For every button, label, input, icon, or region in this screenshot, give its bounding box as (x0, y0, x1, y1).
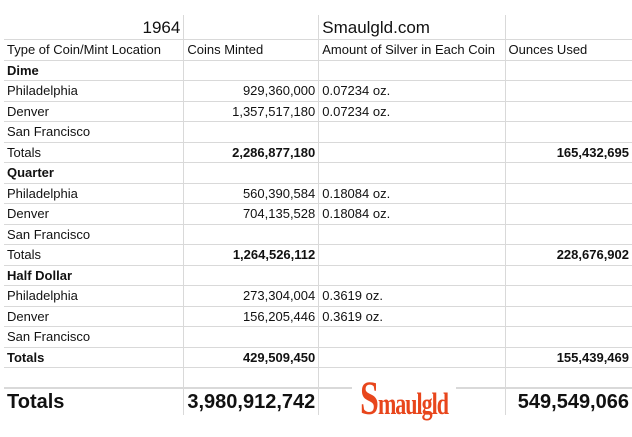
header-minted: Coins Minted (183, 39, 320, 61)
cell-label: Quarter (4, 162, 185, 184)
cell-minted (183, 326, 320, 348)
cell-ounces: 228,676,902 (504, 244, 632, 266)
cell-label: Denver (4, 305, 185, 327)
cell-silver (318, 264, 506, 286)
cell-minted: 156,205,446 (183, 305, 320, 327)
grand-total-label: Totals (4, 387, 185, 415)
cell-label: Dime (4, 59, 185, 81)
cell-ounces (504, 100, 632, 122)
cell-label: Totals (4, 244, 185, 266)
cell-silver: 0.07234 oz. (318, 80, 506, 102)
grand-total-ounces: 549,549,066 (504, 387, 632, 415)
cell-label: Half Dollar (4, 264, 185, 286)
cell-silver: 0.3619 oz. (318, 285, 506, 307)
blank-row (4, 367, 632, 389)
table-row: San Francisco (4, 326, 632, 348)
cell-ounces (504, 162, 632, 184)
cell-minted (183, 162, 320, 184)
header-ounces: Ounces Used (504, 39, 632, 61)
grand-totals-row: Totals 3,980,912,742 549,549,066 (4, 387, 632, 415)
totals-row: Totals 1,264,526,112 228,676,902 (4, 244, 632, 266)
cell-label: Denver (4, 203, 185, 225)
cell-ounces (504, 121, 632, 143)
smaulgld-logo: Smaulgld (352, 372, 456, 428)
header-row: Type of Coin/Mint Location Coins Minted … (4, 39, 632, 61)
table-row: Philadelphia 273,304,004 0.3619 oz. (4, 285, 632, 307)
header-type: Type of Coin/Mint Location (4, 39, 185, 61)
cell-minted: 273,304,004 (183, 285, 320, 307)
cell-silver: 0.3619 oz. (318, 305, 506, 327)
table-row: Denver 156,205,446 0.3619 oz. (4, 305, 632, 327)
cell-label: Philadelphia (4, 182, 185, 204)
cell-silver (318, 162, 506, 184)
totals-row: Totals 2,286,877,180 165,432,695 (4, 141, 632, 163)
cell-silver (318, 244, 506, 266)
title-row: 1964 Smaulgld.com (4, 15, 632, 40)
cell-ounces (504, 326, 632, 348)
category-row: Dime (4, 59, 632, 81)
cell-ounces: 165,432,695 (504, 141, 632, 163)
cell-silver (318, 141, 506, 163)
cell-minted: 929,360,000 (183, 80, 320, 102)
grand-total-minted: 3,980,912,742 (183, 387, 320, 415)
coin-silver-table: 1964 Smaulgld.com Type of Coin/Mint Loca… (4, 15, 632, 415)
cell-label: Totals (4, 346, 185, 368)
table-row: Denver 704,135,528 0.18084 oz. (4, 203, 632, 225)
cell-label: Philadelphia (4, 285, 185, 307)
cell-ounces (504, 264, 632, 286)
cell-ounces (504, 182, 632, 204)
cell-label: San Francisco (4, 326, 185, 348)
cell-silver (318, 346, 506, 368)
cell-ounces (504, 80, 632, 102)
cell-ounces (504, 285, 632, 307)
cell-silver (318, 121, 506, 143)
table-row: Philadelphia 929,360,000 0.07234 oz. (4, 80, 632, 102)
cell-minted: 1,264,526,112 (183, 244, 320, 266)
cell-silver (318, 59, 506, 81)
table-row: San Francisco (4, 121, 632, 143)
cell-label: Denver (4, 100, 185, 122)
cell-minted: 1,357,517,180 (183, 100, 320, 122)
cell-silver: 0.18084 oz. (318, 203, 506, 225)
cell-silver (318, 326, 506, 348)
table-row: San Francisco (4, 223, 632, 245)
cell-silver (318, 223, 506, 245)
title-site: Smaulgld.com (318, 15, 506, 40)
cell-minted: 704,135,528 (183, 203, 320, 225)
cell-label: San Francisco (4, 121, 185, 143)
category-row: Quarter (4, 162, 632, 184)
title-year: 1964 (4, 15, 185, 40)
cell-ounces (504, 305, 632, 327)
cell-label: Totals (4, 141, 185, 163)
header-silver: Amount of Silver in Each Coin (318, 39, 506, 61)
table-row: Philadelphia 560,390,584 0.18084 oz. (4, 182, 632, 204)
cell-ounces (504, 59, 632, 81)
table-row: Denver 1,357,517,180 0.07234 oz. (4, 100, 632, 122)
totals-row: Totals 429,509,450 155,439,469 (4, 346, 632, 368)
cell-ounces (504, 203, 632, 225)
cell-minted (183, 121, 320, 143)
cell-minted (183, 264, 320, 286)
cell-minted: 2,286,877,180 (183, 141, 320, 163)
category-row: Half Dollar (4, 264, 632, 286)
cell-minted (183, 223, 320, 245)
cell-ounces: 155,439,469 (504, 346, 632, 368)
cell-label: Philadelphia (4, 80, 185, 102)
cell-label: San Francisco (4, 223, 185, 245)
cell-minted (183, 59, 320, 81)
cell-minted: 429,509,450 (183, 346, 320, 368)
cell-silver: 0.07234 oz. (318, 100, 506, 122)
cell-silver: 0.18084 oz. (318, 182, 506, 204)
cell-ounces (504, 223, 632, 245)
cell-minted: 560,390,584 (183, 182, 320, 204)
